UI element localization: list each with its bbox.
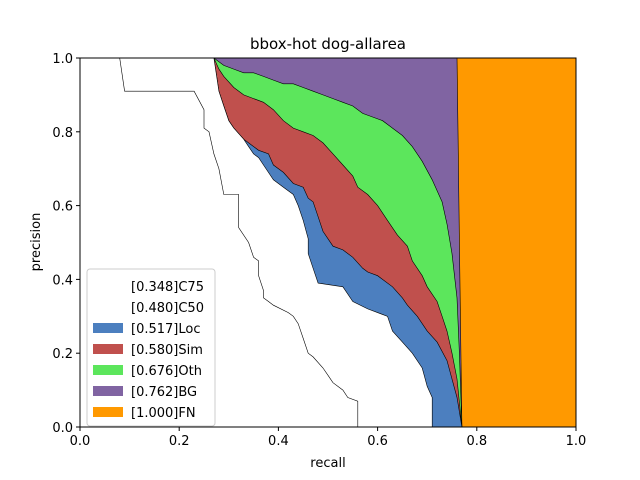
- y-tick-label: 0.6: [52, 200, 73, 215]
- y-tick-label: 0.4: [52, 273, 73, 288]
- legend-swatch-oth: [93, 365, 123, 375]
- y-axis-label: precision: [29, 213, 44, 272]
- legend-swatch-bg: [93, 386, 123, 396]
- chart-title: bbox-hot dog-allarea: [250, 35, 406, 53]
- legend: [0.348]C75 [0.480]C50 [0.517]Loc [0.580]Sim…: [86, 268, 216, 427]
- y-tick-label: 0.0: [52, 421, 73, 436]
- legend-label-sim: [0.580]Sim: [131, 343, 203, 358]
- legend-swatch-c75: [93, 281, 123, 291]
- y-tick-label: 0.2: [52, 347, 73, 362]
- x-tick-label: 1.0: [566, 434, 587, 449]
- legend-swatch-fn: [93, 407, 123, 417]
- x-tick-label: 0.6: [367, 434, 388, 449]
- legend-label-oth: [0.676]Oth: [131, 364, 202, 379]
- y-axis: 0.0 0.2 0.4 0.6 0.8 1.0: [52, 52, 80, 436]
- x-tick-label: 0.8: [466, 434, 487, 449]
- legend-label-loc: [0.517]Loc: [131, 322, 200, 337]
- legend-label-bg: [0.762]BG: [131, 385, 197, 400]
- legend-swatch-loc: [93, 323, 123, 333]
- plot-frame: [79, 57, 577, 428]
- x-tick-label: 0.0: [70, 434, 91, 449]
- legend-label-c75: [0.348]C75: [131, 280, 204, 295]
- y-tick-label: 1.0: [52, 52, 73, 67]
- legend-label-c50: [0.480]C50: [131, 301, 204, 316]
- x-axis: 0.0 0.2 0.4 0.6 0.8 1.0: [70, 427, 587, 449]
- legend-swatch-sim: [93, 344, 123, 354]
- x-tick-label: 0.2: [169, 434, 190, 449]
- legend-swatch-c50: [93, 302, 123, 312]
- x-axis-label: recall: [310, 456, 345, 471]
- x-tick-label: 0.4: [268, 434, 289, 449]
- y-tick-label: 0.8: [52, 126, 73, 141]
- legend-label-fn: [1.000]FN: [131, 406, 196, 421]
